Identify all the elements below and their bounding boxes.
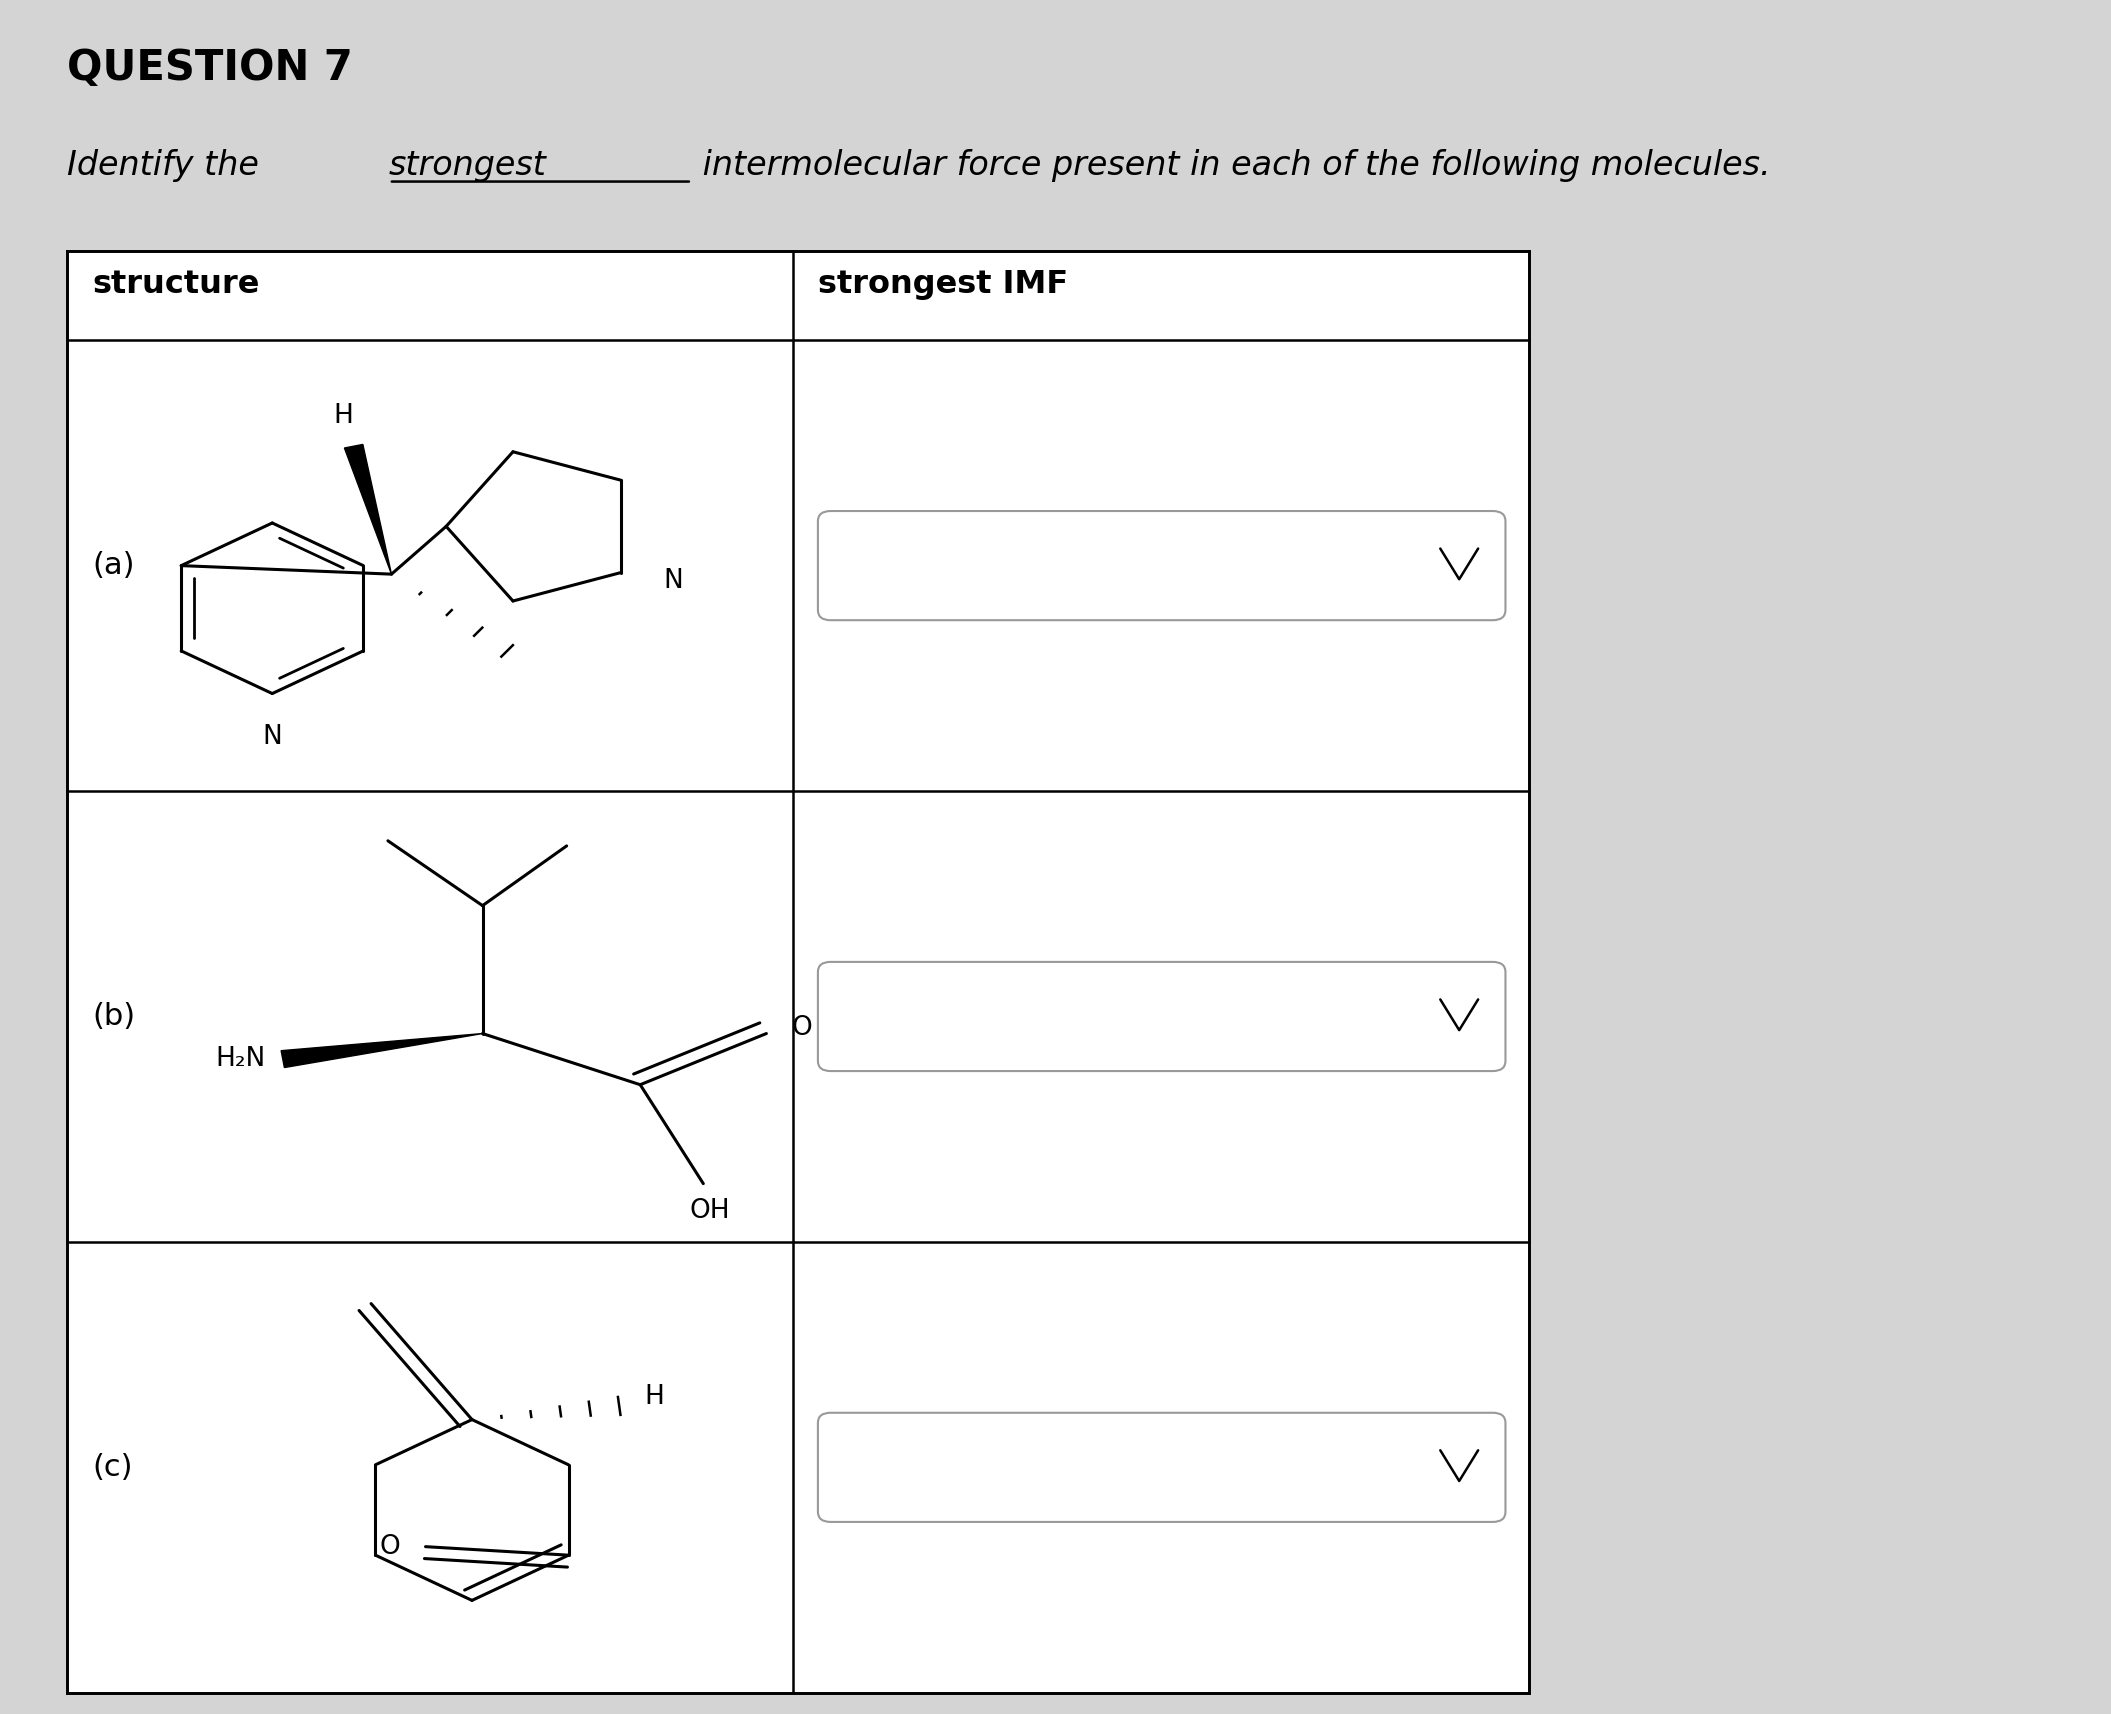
Polygon shape: [344, 444, 391, 574]
Text: N: N: [663, 567, 684, 595]
Text: strongest: strongest: [388, 149, 547, 182]
Text: (b): (b): [93, 1003, 135, 1032]
Text: H: H: [644, 1385, 665, 1411]
Text: QUESTION 7: QUESTION 7: [68, 46, 353, 89]
Text: intermolecular force present in each of the following molecules.: intermolecular force present in each of …: [692, 149, 1771, 182]
FancyBboxPatch shape: [817, 511, 1505, 620]
FancyBboxPatch shape: [817, 962, 1505, 1071]
Text: H: H: [334, 403, 353, 428]
Text: N: N: [262, 725, 283, 751]
Text: Identify the: Identify the: [68, 149, 270, 182]
Text: (c): (c): [93, 1453, 133, 1483]
Text: (a): (a): [93, 552, 135, 579]
FancyBboxPatch shape: [68, 252, 1528, 1693]
Polygon shape: [281, 1034, 483, 1068]
Text: O: O: [792, 1015, 813, 1042]
Text: strongest IMF: strongest IMF: [817, 269, 1068, 300]
Text: H₂N: H₂N: [215, 1046, 266, 1073]
Text: structure: structure: [93, 269, 260, 300]
FancyBboxPatch shape: [817, 1412, 1505, 1522]
Text: O: O: [380, 1534, 401, 1560]
Text: OH: OH: [690, 1198, 730, 1224]
